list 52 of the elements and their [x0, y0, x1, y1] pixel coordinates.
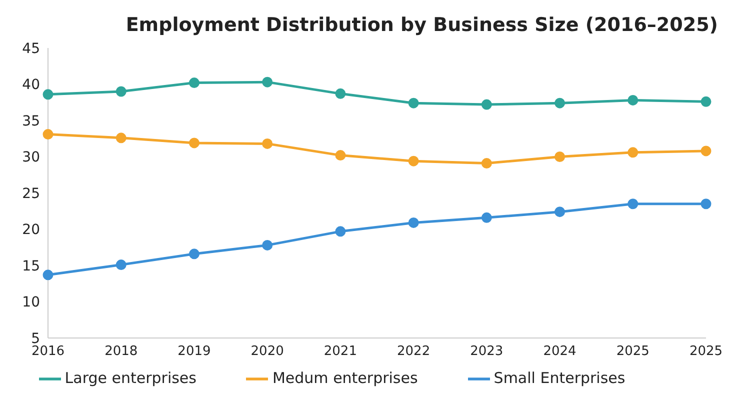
- point: [335, 150, 346, 161]
- point: [408, 156, 419, 166]
- point: [481, 158, 492, 169]
- x-tick-label: 2020: [250, 344, 284, 360]
- point: [116, 132, 126, 144]
- x-tick-label: 2016: [31, 344, 65, 360]
- x-tick-label: 2022: [397, 344, 430, 360]
- y-tick-label: 10: [22, 294, 40, 311]
- point: [408, 98, 419, 108]
- point: [554, 98, 566, 108]
- point: [481, 212, 492, 223]
- x-tick-label: 2018: [104, 344, 138, 360]
- x-tick-label: 2024: [543, 344, 576, 360]
- point: [42, 129, 54, 140]
- x-tick-label: 2025: [616, 344, 650, 360]
- point: [628, 94, 638, 106]
- point: [628, 198, 638, 210]
- y-tick-label: 30: [22, 150, 40, 166]
- point: [700, 146, 712, 156]
- point: [554, 152, 566, 162]
- point: [188, 138, 200, 148]
- chart-title: Employment Distribution by Business Size (2016–2025): [124, 13, 719, 38]
- point: [42, 89, 54, 100]
- point: [262, 240, 273, 250]
- y-tick-label: 20: [22, 222, 40, 238]
- legend-label: Small Enterprises: [494, 369, 626, 388]
- point: [554, 206, 566, 218]
- y-tick-label: 15: [22, 258, 40, 274]
- y-tick-label: 25: [22, 186, 40, 202]
- point: [335, 226, 346, 237]
- point: [116, 260, 126, 270]
- legend-label: Large enterprises: [64, 369, 196, 388]
- point: [42, 270, 54, 280]
- y-tick-label: 45: [22, 40, 40, 57]
- y-tick-label: 40: [22, 77, 40, 94]
- point: [262, 138, 273, 149]
- legend-label: Medum enterprises: [272, 369, 418, 388]
- point: [408, 217, 419, 228]
- x-tick-label: 2025: [689, 344, 723, 360]
- point: [188, 248, 200, 260]
- point: [481, 99, 492, 110]
- x-tick-label: 2023: [470, 344, 504, 360]
- x-tick-label: 2019: [178, 344, 211, 360]
- point: [700, 96, 712, 107]
- point: [188, 78, 200, 88]
- point: [628, 147, 638, 158]
- y-tick-label: 35: [22, 113, 40, 130]
- point: [700, 198, 712, 210]
- point: [116, 86, 126, 97]
- point: [262, 76, 273, 88]
- x-tick-label: 2021: [324, 344, 357, 360]
- point: [335, 88, 346, 99]
